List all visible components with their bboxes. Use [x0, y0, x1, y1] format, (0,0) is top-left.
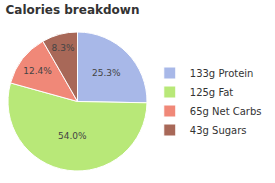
svg-text:Calories breakdown: Calories breakdown	[6, 3, 140, 17]
svg-text:125g Fat: 125g Fat	[190, 87, 234, 98]
svg-text:8.3%: 8.3%	[52, 43, 75, 53]
svg-text:25.3%: 25.3%	[92, 68, 121, 78]
svg-text:133g Protein: 133g Protein	[190, 68, 254, 79]
svg-text:12.4%: 12.4%	[23, 66, 52, 76]
svg-text:65g Net Carbs: 65g Net Carbs	[190, 106, 262, 117]
svg-text:54.0%: 54.0%	[58, 131, 87, 141]
svg-text:43g Sugars: 43g Sugars	[190, 125, 247, 136]
